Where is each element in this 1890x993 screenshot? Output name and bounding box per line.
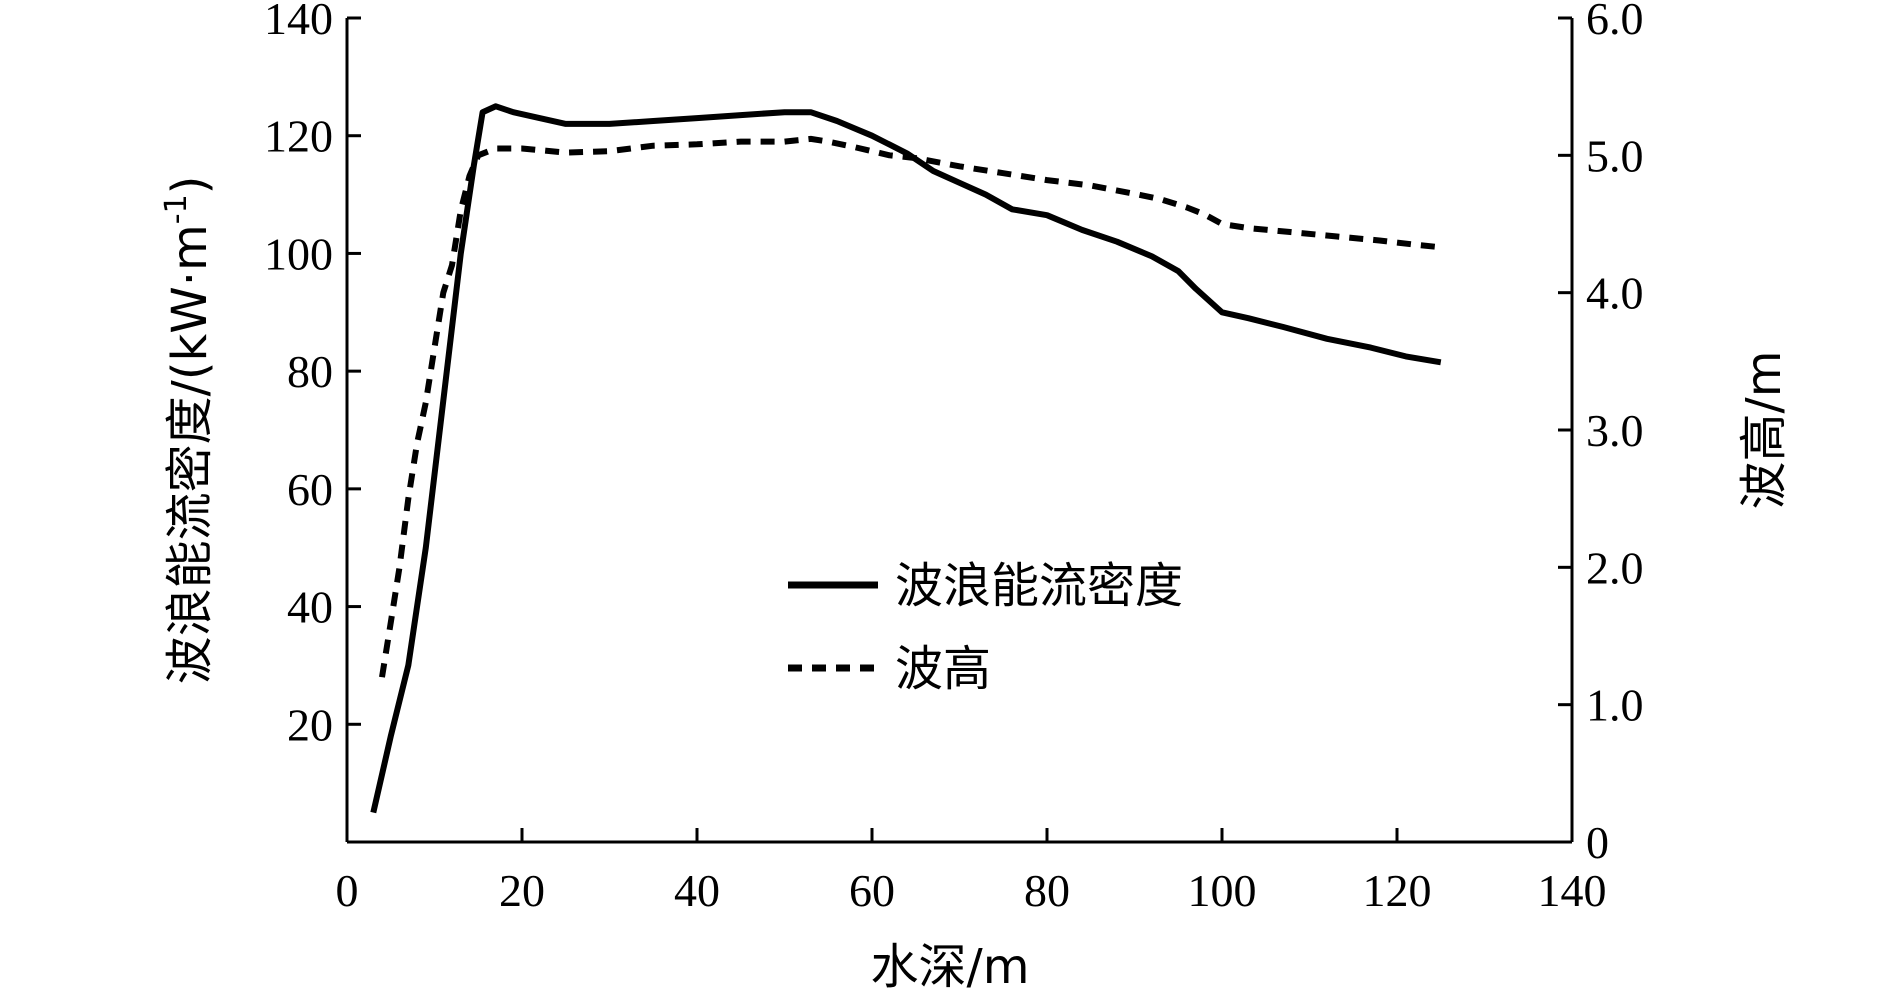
right-y-axis-title: 波高/m: [1736, 351, 1792, 510]
x-axis-title: 水深/m: [871, 939, 1030, 993]
x-tick-label: 60: [849, 865, 895, 916]
legend-label-wave-height: 波高: [895, 641, 991, 697]
y-left-ticks: 20 40 60 80 100 120 140: [264, 0, 361, 750]
left-y-axis-title-close: ): [162, 176, 218, 195]
x-tick-label: 140: [1538, 865, 1607, 916]
y-left-tick-label: 80: [287, 346, 333, 397]
y-right-tick-label: 6.0: [1586, 0, 1644, 44]
plot-frame: [345, 18, 1574, 844]
x-tick-label: 80: [1024, 865, 1070, 916]
y-left-tick-label: 140: [264, 0, 333, 44]
x-tick-label: 120: [1363, 865, 1432, 916]
y-left-tick-label: 100: [264, 228, 333, 279]
x-tick-label: 100: [1188, 865, 1257, 916]
series-line-wave-height: [379, 135, 1442, 678]
left-y-axis-title: 波浪能流密度/(kW·m-1): [159, 176, 218, 685]
legend: 波浪能流密度 波高: [788, 558, 1183, 697]
y-right-tick-label: 5.0: [1586, 130, 1644, 181]
series-line-energy-density: [370, 103, 1442, 814]
y-right-ticks: 0 1.0 2.0 3.0 4.0 5.0 6.0: [1558, 0, 1644, 868]
y-right-tick-label: 4.0: [1586, 268, 1644, 319]
y-left-tick-label: 60: [287, 464, 333, 515]
series-layer: [370, 103, 1442, 814]
y-left-tick-label: 20: [287, 699, 333, 750]
x-tick-label: 40: [674, 865, 720, 916]
y-right-tick-label: 3.0: [1586, 405, 1644, 456]
y-left-tick-label: 40: [287, 582, 333, 633]
left-y-axis-title-superscript: -1: [159, 194, 194, 224]
left-y-axis-title-main: 波浪能流密度/(kW·m: [162, 224, 218, 684]
x-ticks: 0 20 40 60 80 100 120 140: [336, 828, 1607, 916]
y-right-tick-label: 0: [1586, 817, 1609, 868]
y-right-tick-label: 2.0: [1586, 542, 1644, 593]
x-tick-label: 0: [336, 865, 359, 916]
y-left-tick-label: 120: [264, 111, 333, 162]
legend-label-energy-density: 波浪能流密度: [895, 558, 1183, 614]
x-tick-label: 20: [499, 865, 545, 916]
y-right-tick-label: 1.0: [1586, 680, 1644, 731]
